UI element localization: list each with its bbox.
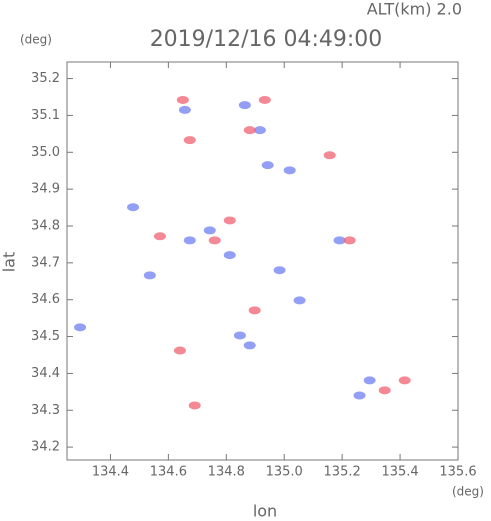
echo [378,386,391,395]
y-tick-label: 34.2 [31,440,60,455]
echo [283,166,296,175]
y-tick-label: 34.8 [31,218,60,233]
x-tick-label: 134.8 [208,465,245,480]
echo [243,126,256,135]
y-tick-label: 35.1 [31,108,60,123]
y-tick-label: 35.0 [31,145,60,160]
echo [153,232,166,241]
echo [343,236,356,245]
echo [273,266,286,275]
echo [183,236,196,245]
x-tick-label: 135.2 [324,465,361,480]
x-tick-label: 134.6 [150,465,187,480]
echo [208,236,221,245]
x-axis-label: lon [253,502,277,521]
y-axis-label: lat [0,252,19,273]
echo [238,101,251,110]
echo [293,296,306,305]
echo [243,341,256,350]
echo [176,95,189,104]
echo [223,216,236,225]
echo [248,306,261,315]
y-tick-label: 34.4 [31,366,60,381]
echo [143,271,156,280]
x-tick-label: 135.0 [266,465,303,480]
subtitle: ALT(km) 2.0 [367,0,462,19]
echo [127,203,140,212]
echo [253,126,266,135]
echo [363,376,376,385]
echo [353,391,366,400]
x-tick-label: 134.4 [92,465,129,480]
plot-frame [66,61,459,461]
echo [173,346,186,355]
echo [223,251,236,260]
echo [178,105,191,114]
echo [323,151,336,160]
y-tick-label: 34.6 [31,292,60,307]
y-unit: (deg) [20,33,52,47]
echo [261,161,274,170]
echo [74,323,87,332]
echo [258,95,271,104]
y-tick-label: 34.7 [31,255,60,270]
echo [233,331,246,340]
echo [333,236,346,245]
x-unit: (deg) [452,485,484,499]
y-tick-label: 34.3 [31,403,60,418]
echo [188,401,201,410]
y-tick-label: 34.5 [31,329,60,344]
echo [398,376,411,385]
chart-title: 2019/12/16 04:49:00 [150,27,383,52]
y-tick-label: 34.9 [31,182,60,197]
x-tick-label: 135.6 [439,465,476,480]
x-tick-label: 135.4 [381,465,418,480]
echo [183,136,196,145]
echo [203,226,216,235]
y-tick-label: 35.2 [31,71,60,86]
